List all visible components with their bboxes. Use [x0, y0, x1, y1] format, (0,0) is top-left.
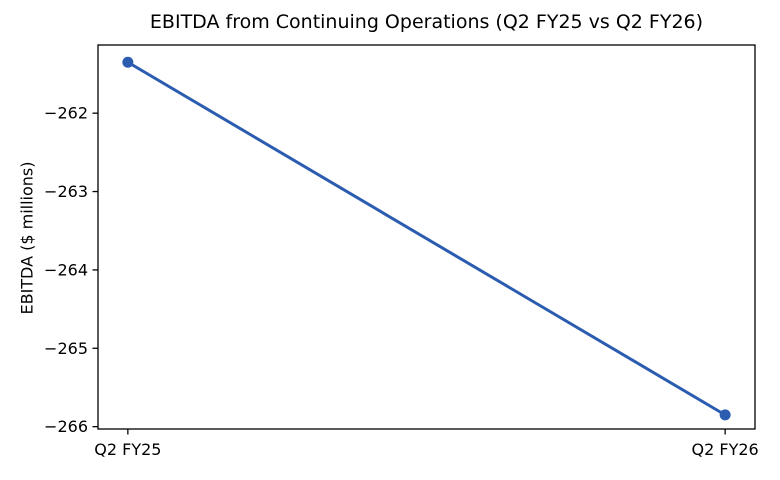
y-tick-label: −264 — [44, 260, 88, 279]
data-point-marker — [122, 56, 134, 68]
data-point-marker — [719, 409, 731, 421]
y-tick-label: −263 — [44, 182, 88, 201]
chart-title: EBITDA from Continuing Operations (Q2 FY… — [149, 11, 704, 33]
y-tick-label: −265 — [44, 339, 88, 358]
data-line — [126, 60, 727, 417]
y-tick-label: −266 — [44, 417, 88, 436]
y-tick-label: −262 — [44, 104, 88, 123]
axes-spines — [97, 44, 756, 430]
x-tick-label: Q2 FY26 — [692, 440, 759, 459]
x-tick-label: Q2 FY25 — [94, 440, 161, 459]
